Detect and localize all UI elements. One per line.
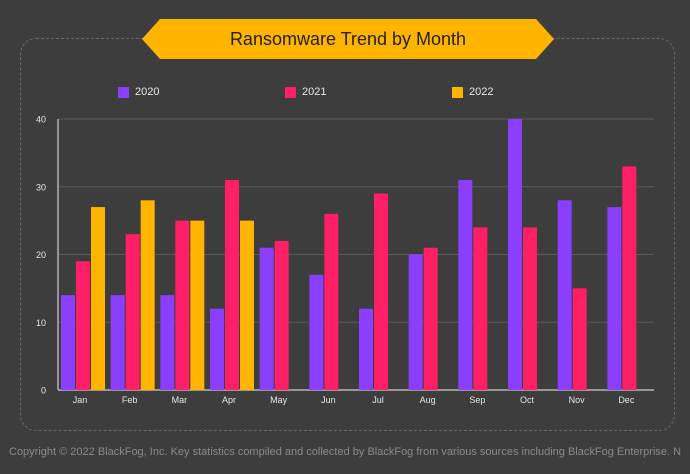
x-tick-label-mar: Mar <box>172 395 188 405</box>
x-tick-label-aug: Aug <box>420 395 436 405</box>
x-tick-label-dec: Dec <box>618 395 635 405</box>
bar-2021-jun <box>324 213 339 390</box>
legend-label-2021: 2021 <box>302 86 327 98</box>
y-tick-label-40: 40 <box>36 115 46 125</box>
bar-2022-feb <box>140 200 155 390</box>
bar-2022-mar <box>190 220 205 390</box>
bar-2020-feb <box>110 295 125 390</box>
bar-2021-nov <box>572 288 587 390</box>
y-tick-label-20: 20 <box>36 250 46 260</box>
y-tick-label-0: 0 <box>41 386 46 396</box>
legend-item-2020: 2020 <box>118 86 159 98</box>
bar-2021-apr <box>225 179 239 390</box>
legend-item-2021: 2021 <box>285 86 326 98</box>
bar-2020-mar <box>160 295 175 390</box>
x-tick-label-jul: Jul <box>372 395 384 405</box>
legend-label-2020: 2020 <box>135 86 160 98</box>
bar-2021-feb <box>125 234 140 390</box>
bar-2021-dec <box>622 166 637 390</box>
bar-2020-jun <box>309 274 324 390</box>
legend-item-2022: 2022 <box>452 86 493 98</box>
bar-2020-may <box>259 247 274 390</box>
copyright-footer: Copyright © 2022 BlackFog, Inc. Key stat… <box>9 446 682 458</box>
x-tick-label-feb: Feb <box>122 395 138 405</box>
legend-swatch-2022 <box>452 86 463 98</box>
bar-2020-jul <box>359 308 373 390</box>
title-banner: Ransomware Trend by Month <box>142 19 554 59</box>
x-tick-label-may: May <box>270 395 288 405</box>
x-tick-label-jun: Jun <box>321 395 336 405</box>
bar-2020-aug <box>408 254 423 390</box>
legend-swatch-2020 <box>118 86 129 98</box>
bar-2020-dec <box>607 207 622 390</box>
bar-2022-apr <box>240 220 254 390</box>
y-tick-label-10: 10 <box>36 318 46 328</box>
bar-2021-mar <box>175 220 190 390</box>
x-tick-label-apr: Apr <box>222 395 236 405</box>
bar-2021-sep <box>473 227 488 390</box>
x-tick-label-jan: Jan <box>73 395 88 405</box>
x-tick-label-oct: Oct <box>520 395 535 405</box>
legend-swatch-2021 <box>285 86 296 98</box>
bar-2020-sep <box>458 179 473 390</box>
bar-2021-aug <box>423 247 438 390</box>
legend-label-2022: 2022 <box>469 86 494 98</box>
bar-2021-oct <box>523 227 537 390</box>
chart-title: Ransomware Trend by Month <box>229 28 467 49</box>
bar-2021-jul <box>374 193 388 390</box>
bar-2022-jan <box>91 207 105 390</box>
bar-2020-oct <box>508 119 522 390</box>
y-tick-label-30: 30 <box>36 182 46 192</box>
bar-2021-jan <box>76 261 90 390</box>
bar-2020-apr <box>210 308 224 390</box>
bar-2020-nov <box>557 200 572 390</box>
x-tick-label-nov: Nov <box>569 395 586 405</box>
bar-2021-may <box>274 240 289 390</box>
x-tick-label-sep: Sep <box>469 395 485 405</box>
bar-2020-jan <box>61 295 75 390</box>
